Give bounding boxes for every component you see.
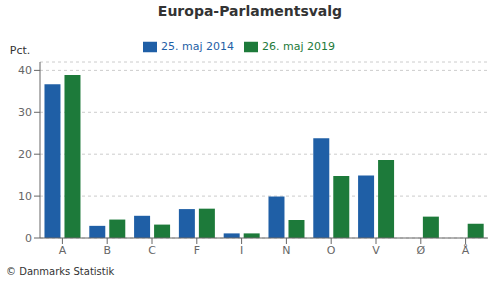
svg-text:O: O [327,244,336,257]
html-text:25. maj 2014: 25. maj 2014 [161,40,234,53]
svg-text:Å: Å [462,244,470,257]
svg-text:I: I [240,244,243,257]
svg-text:F: F [194,244,200,257]
svg-text:B: B [103,244,111,257]
html-text:26. maj 2019: 26. maj 2019 [262,40,335,53]
svg-text:Ø: Ø [416,244,425,257]
svg-text:N: N [282,244,290,257]
svg-text:A: A [59,244,67,257]
svg-text:10: 10 [18,190,32,203]
html-text:© Danmarks Statistik: © Danmarks Statistik [6,266,115,277]
svg-text:Pct.: Pct. [10,44,31,57]
svg-text:V: V [372,244,380,257]
svg-text:30: 30 [18,106,32,119]
svg-text:40: 40 [18,64,32,77]
svg-text:C: C [148,244,156,257]
svg-text:20: 20 [18,148,32,161]
svg-text:0: 0 [25,232,32,245]
html-text:Europa-Parlamentsvalg: Europa-Parlamentsvalg [157,3,343,19]
